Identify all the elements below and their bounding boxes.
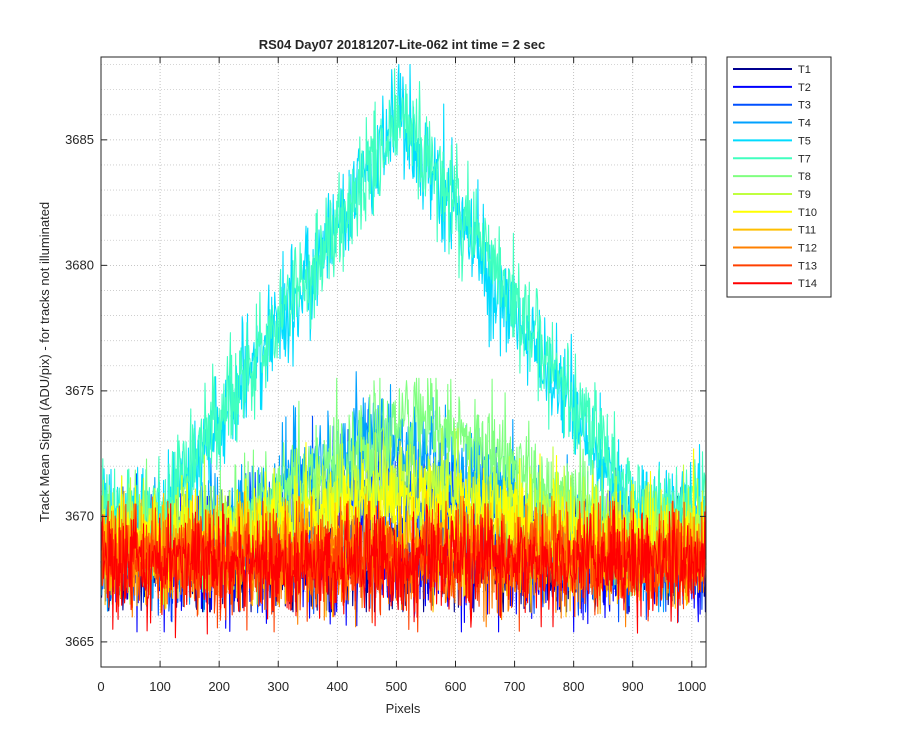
legend-label-t8: T8 (798, 171, 811, 183)
legend-items: T1 T2 T3 T4 T5 T7 T8 T9 T10 T11 T12 T13 T14 (733, 64, 817, 290)
series-line-t7 (100, 68, 707, 568)
legend-label-t11: T11 (798, 225, 816, 237)
x-tick-label: 100 (149, 679, 171, 694)
legend-label-t12: T12 (798, 243, 817, 255)
legend-label-t3: T3 (798, 100, 811, 112)
y-axis-ticks: 3665 3670 3675 3680 3685 (65, 132, 706, 649)
chart-title: RS04 Day07 20181207-Lite-062 int time = … (259, 37, 546, 52)
x-tick-label: 400 (326, 679, 348, 694)
x-tick-label: 800 (563, 679, 585, 694)
series-layer (100, 63, 707, 639)
legend-label-t2: T2 (798, 82, 811, 94)
x-tick-label: 300 (267, 679, 289, 694)
y-tick-label: 3675 (65, 383, 94, 398)
series-line-t14 (100, 503, 707, 639)
x-tick-label: 1000 (677, 679, 706, 694)
legend-label-t7: T7 (798, 153, 811, 165)
x-tick-label: 700 (504, 679, 526, 694)
plot-area: 0 100 200 300 400 500 600 700 800 900 1000 3665 367… (65, 56, 707, 694)
series-line-t5 (100, 63, 707, 580)
legend-label-t14: T14 (798, 278, 817, 290)
legend-label-t13: T13 (798, 260, 817, 272)
axes-box (100, 56, 707, 668)
legend-label-t5: T5 (798, 135, 811, 147)
legend-label-t4: T4 (798, 118, 811, 130)
x-tick-label: 500 (386, 679, 408, 694)
legend: T1 T2 T3 T4 T5 T7 T8 T9 T10 T11 T12 T13 T14 (726, 56, 832, 298)
legend-label-t9: T9 (798, 189, 811, 201)
legend-label-t1: T1 (798, 64, 811, 76)
x-tick-label: 600 (445, 679, 467, 694)
x-tick-label: 900 (622, 679, 644, 694)
y-tick-label: 3670 (65, 508, 94, 523)
y-tick-label: 3680 (65, 257, 94, 272)
y-tick-label: 3685 (65, 132, 94, 147)
y-tick-label: 3665 (65, 634, 94, 649)
y-axis-label: Track Mean Signal (ADU/pix) - for tracks… (37, 202, 52, 522)
x-axis-label: Pixels (386, 701, 421, 716)
x-tick-label: 200 (208, 679, 230, 694)
x-tick-label: 0 (97, 679, 104, 694)
x-axis-ticks: 0 100 200 300 400 500 600 700 800 900 1000 (97, 57, 706, 694)
legend-label-t10: T10 (798, 207, 817, 219)
